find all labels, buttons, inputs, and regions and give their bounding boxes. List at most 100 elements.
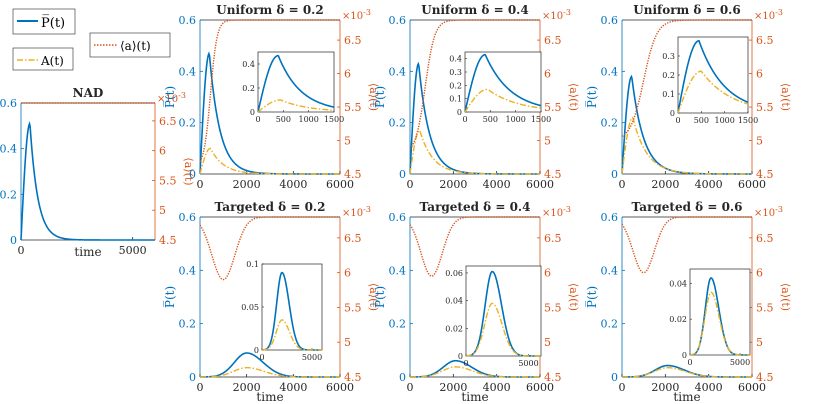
t06-ytick-label-0: 0	[611, 371, 618, 384]
u02-inset-series-1	[257, 99, 335, 113]
u04-inset-frame	[464, 51, 542, 113]
t06-rtick-label-2: 5.5	[756, 301, 774, 314]
u06-ytick-label-2: 0.4	[601, 65, 619, 78]
u06-ytick-label-1: 0.2	[601, 117, 619, 130]
u02-xtick-label-3: 6000	[326, 178, 354, 191]
u04-inset-ytick-label-2: 0.2	[449, 81, 462, 90]
u04-ylabel-right: ⟨a⟩(t)	[567, 83, 580, 111]
u02-inset-ytick-label-2: 0.4	[242, 60, 255, 69]
t04-inset-frame	[465, 265, 542, 357]
u04-inset-xtick-label-2: 1000	[505, 115, 525, 124]
u04-title: Uniform δ = 0.4	[421, 3, 528, 17]
u04-series-1	[409, 129, 540, 175]
u02-rtick-label-1: 5	[344, 135, 351, 148]
u06-xtick-label-1: 2000	[651, 178, 679, 191]
t04-inset-series-1	[465, 302, 541, 357]
t02-ytick-label-2: 0.4	[179, 264, 197, 277]
u02-rtick-label-0: 4.5	[344, 168, 362, 181]
t02-inset-xtick-label-0: 0	[259, 353, 264, 362]
u04-inset: 0 0.1 0.2 0.3 0.4 0 500 1000 1500	[449, 51, 551, 124]
t02-inset-ytick-label-0: 0	[254, 346, 259, 355]
t02-inset-ytick-label-1: 0.05	[241, 303, 259, 312]
panel-t06: Targeted δ = 0.6 0 0.2 0.4 0.6 4.5 5 5.5 6 6.5 ×10…	[584, 200, 792, 404]
t02-ylabel-left: P̅(t)	[162, 286, 177, 308]
t04-xtick-label-1: 2000	[439, 381, 467, 394]
t04-xtick-label-3: 6000	[526, 381, 554, 394]
nad-ytick-label-3: 0.6	[0, 97, 17, 110]
u06-inset-ytick-label-1: 0.1	[662, 90, 675, 99]
u02-inset-frame	[257, 51, 335, 113]
t06-rtick-label-4: 6.5	[756, 232, 774, 245]
u02-inset-xtick-label-1: 500	[276, 115, 291, 124]
u04-xtick-label-0: 0	[407, 178, 414, 191]
t02-xtick-label-2: 4000	[279, 381, 307, 394]
u04-inset-series-1	[464, 88, 542, 113]
legend-r: ⟨a⟩(t)	[89, 32, 171, 58]
t02-rtick-label-0: 4.5	[344, 371, 362, 384]
t04-inset: 0 0.02 0.04 0.06 0 5000	[445, 265, 542, 368]
u02-inset: 0 0.2 0.4 0 500 1000 1500	[242, 51, 344, 124]
panel-t04: Targeted δ = 0.4 0 0.2 0.4 0.6 4.5 5 5.5 6 6.5 ×10…	[372, 200, 580, 404]
u06-inset-xtick-label-2: 1000	[714, 116, 734, 125]
u04-inset-xtick-label-0: 0	[462, 115, 467, 124]
t06-rtick-label-1: 5	[756, 336, 763, 349]
u06-inset-frame	[677, 36, 749, 114]
nad-rtick-label-1: 5	[159, 204, 166, 217]
t02-ytick-label-0: 0	[189, 371, 196, 384]
nad-series-0	[20, 121, 155, 241]
u02-right-exponent: ×10-3	[342, 8, 371, 22]
u06-inset-xtick-label-3: 1500	[738, 116, 758, 125]
t06-xlabel: time	[673, 390, 700, 404]
u06-inset: 0 0.1 0.2 0.3 0 500 1000 1500	[662, 36, 758, 125]
u02-inset-ytick-label-0: 0	[250, 108, 255, 117]
t04-inset-xtick-label-1: 5000	[518, 359, 538, 368]
u02-title: Uniform δ = 0.2	[216, 3, 323, 17]
u04-series-2	[409, 19, 540, 150]
t02-rtick-label-1: 5	[344, 336, 351, 349]
u06-ylabel-right: ⟨a⟩(t)	[779, 83, 792, 111]
nad-xlabel: time	[74, 245, 101, 259]
t06-ylabel-right: ⟨a⟩(t)	[779, 283, 792, 311]
u06-ytick-label-0: 0	[611, 168, 618, 181]
panel-u04: Uniform δ = 0.4 0 0.2 0.4 0.6 4.5 5 5.5 6 6.5 ×10-…	[372, 3, 580, 191]
t04-ylabel-right: ⟨a⟩(t)	[567, 283, 580, 311]
u04-ytick-label-1: 0.2	[389, 117, 407, 130]
u04-ytick-label-2: 0.4	[389, 65, 407, 78]
u06-xtick-label-3: 6000	[738, 178, 766, 191]
u04-inset-ytick-label-3: 0.3	[449, 68, 462, 77]
t06-rtick-label-0: 4.5	[756, 371, 774, 384]
u06-rtick-label-2: 5.5	[756, 101, 774, 114]
u04-inset-ytick-label-4: 0.4	[449, 55, 462, 64]
t04-series-0	[410, 359, 540, 378]
nad-rtick-label-0: 4.5	[159, 234, 177, 247]
t06-right-exponent: ×10-3	[754, 205, 783, 219]
panel-nad: NAD00.20.40.64.555.566.5×10-305000timeP̅…	[0, 86, 195, 259]
u02-xtick-label-0: 0	[197, 178, 204, 191]
u02-ylabel-right: ⟨a⟩(t)	[367, 83, 380, 111]
t02-series-1	[200, 366, 340, 378]
u04-rtick-label-1: 5	[544, 135, 551, 148]
u06-inset-ytick-label-0: 0	[670, 109, 675, 118]
u02-inset-series-0	[257, 54, 335, 113]
t06-inset-ytick-label-2: 0.04	[669, 279, 687, 288]
u02-rtick-label-3: 6	[344, 68, 351, 81]
u06-inset-series-0	[677, 39, 749, 114]
u04-rtick-label-0: 4.5	[544, 168, 562, 181]
t06-ytick-label-3: 0.6	[601, 211, 619, 224]
u04-ylabel-left: P̅(t)	[372, 86, 387, 108]
nad-ylabel-right: ⟨a⟩(t)	[182, 157, 195, 185]
legend-a-label: A(t)	[40, 54, 64, 68]
t06-inset: 0 0.02 0.04 0 5000	[669, 268, 751, 367]
nad-xtick-label-0: 0	[18, 244, 25, 257]
t04-rtick-label-1: 5	[544, 336, 551, 349]
t06-ytick-label-1: 0.2	[601, 318, 619, 331]
t04-xlabel: time	[461, 390, 488, 404]
u02-ylabel-left: P̅(t)	[162, 86, 177, 108]
t02-xtick-label-0: 0	[197, 381, 204, 394]
u06-right-exponent: ×10-3	[754, 8, 783, 22]
t02-ylabel-right: ⟨a⟩(t)	[367, 283, 380, 311]
nad-rtick-label-2: 5.5	[159, 174, 177, 187]
t02-rtick-label-4: 6.5	[344, 232, 362, 245]
t06-xtick-label-0: 0	[619, 381, 626, 394]
